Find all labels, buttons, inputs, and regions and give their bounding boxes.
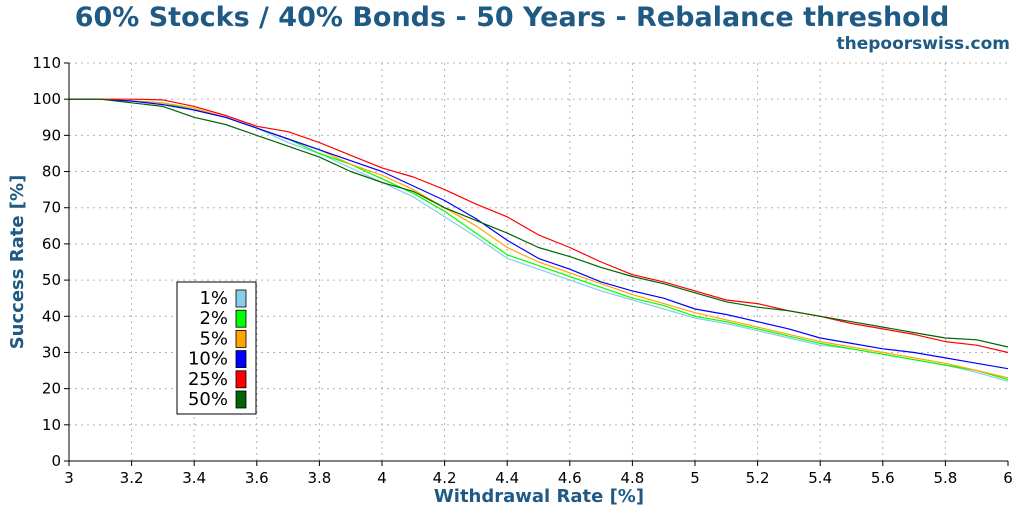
legend-swatch — [235, 289, 247, 308]
series-line-10pct — [69, 98, 1009, 370]
y-tick-label: 10 — [42, 416, 61, 434]
x-tick-label: 4 — [377, 469, 387, 487]
y-tick-label: 60 — [42, 235, 61, 253]
legend-label: 2% — [199, 308, 228, 329]
x-tick-label: 3.6 — [245, 469, 269, 487]
x-tick-label: 4.6 — [558, 469, 582, 487]
legend-label: 25% — [188, 369, 228, 390]
y-tick-label: 70 — [42, 199, 61, 217]
legend-label: 5% — [199, 328, 228, 349]
chart-subtitle: thepoorswiss.com — [837, 34, 1011, 54]
y-tick-label: 0 — [51, 452, 61, 470]
x-tick-label: 4.4 — [495, 469, 519, 487]
x-tick-label: 4.2 — [433, 469, 457, 487]
x-tick-label: 3.2 — [120, 469, 144, 487]
x-tick-label: 3.8 — [307, 469, 331, 487]
y-tick-label: 100 — [32, 90, 61, 108]
legend-swatch — [235, 309, 247, 328]
y-tick-label: 110 — [32, 54, 61, 72]
legend-swatch — [235, 350, 247, 369]
x-tick-label: 5.6 — [871, 469, 895, 487]
x-tick-label: 3 — [64, 469, 74, 487]
x-tick-label: 5.8 — [933, 469, 957, 487]
y-tick-label: 50 — [42, 271, 61, 289]
axes — [64, 62, 1009, 466]
series-line-50pct — [69, 98, 1009, 348]
tick-labels: 0 10 20 30 40 50 60 70 80 90 100 110 3 3.2 3.4 3.6 3.8 4 4… — [32, 54, 1012, 487]
y-tick-label: 80 — [42, 163, 61, 181]
legend-label: 50% — [188, 389, 228, 410]
legend-swatch — [235, 370, 247, 389]
x-axis-label: Withdrawal Rate [%] — [434, 486, 644, 507]
legend: 1%2%5%10%25%50% — [176, 281, 257, 415]
x-tick-label: 4.8 — [620, 469, 644, 487]
x-tick-label: 5.4 — [808, 469, 832, 487]
y-axis-label: Success Rate [%] — [7, 175, 28, 350]
y-tick-label: 30 — [42, 343, 61, 361]
legend-swatch — [235, 390, 247, 409]
series-lines — [69, 98, 1009, 382]
y-tick-label: 90 — [42, 126, 61, 144]
x-tick-label: 5.2 — [746, 469, 770, 487]
legend-label: 10% — [188, 349, 228, 370]
y-tick-label: 20 — [42, 380, 61, 398]
x-tick-label: 6 — [1003, 469, 1013, 487]
y-tick-label: 40 — [42, 307, 61, 325]
legend-swatch — [235, 329, 247, 348]
grid — [69, 62, 1008, 461]
chart-title: 60% Stocks / 40% Bonds - 50 Years - Reba… — [75, 2, 950, 33]
x-tick-label: 3.4 — [182, 469, 206, 487]
legend-label: 1% — [199, 288, 228, 309]
series-line-25pct — [69, 98, 1009, 354]
x-tick-label: 5 — [690, 469, 700, 487]
